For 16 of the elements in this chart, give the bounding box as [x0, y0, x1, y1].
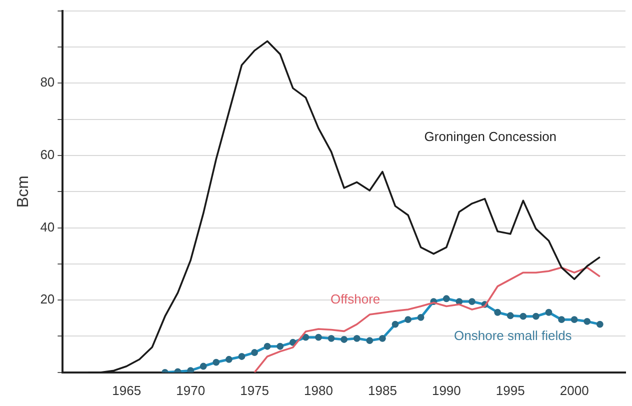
y-axis-title: Bcm: [15, 176, 32, 208]
y-tick-label: 40: [40, 219, 55, 234]
x-tick-label: 1970: [176, 382, 206, 398]
text: Groningen Concession: [424, 128, 557, 144]
x-tick-label: 1995: [496, 382, 525, 398]
x-tick-label: 1975: [240, 382, 269, 398]
x-tick-label: 1990: [432, 382, 461, 398]
y-tick-label: 60: [40, 147, 55, 162]
series-label: Offshore: [330, 292, 380, 307]
x-tick-label: 1980: [304, 382, 333, 398]
x-tick-label: 2000: [560, 382, 589, 398]
y-tick-label: 20: [40, 292, 55, 307]
x-tick-label: 1965: [112, 382, 142, 398]
series-label: Onshore small fields: [454, 328, 572, 343]
y-tick-label: 80: [40, 74, 55, 90]
x-tick-label: 1985: [368, 382, 397, 398]
